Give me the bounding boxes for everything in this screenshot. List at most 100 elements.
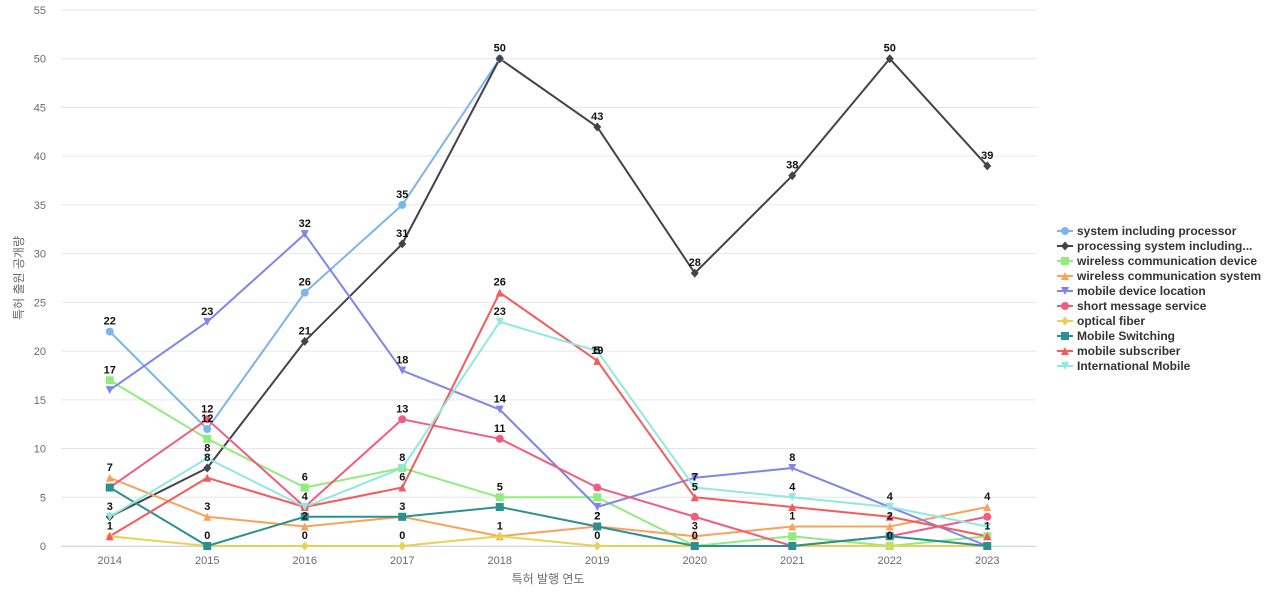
legend-item[interactable]: mobile device location bbox=[1057, 284, 1206, 298]
data-point[interactable] bbox=[690, 483, 699, 492]
data-point[interactable] bbox=[690, 532, 699, 541]
data-point[interactable] bbox=[495, 317, 504, 326]
data-label: 6 bbox=[302, 472, 308, 484]
data-point[interactable] bbox=[300, 522, 309, 531]
data-point[interactable] bbox=[885, 503, 894, 512]
data-point[interactable] bbox=[983, 512, 992, 521]
data-point[interactable] bbox=[593, 503, 602, 512]
data-point[interactable] bbox=[885, 512, 894, 521]
data-point[interactable] bbox=[300, 512, 309, 521]
y-axis-title: 특허 출원 공개량 bbox=[12, 236, 26, 320]
data-point[interactable] bbox=[788, 542, 797, 550]
data-point[interactable] bbox=[788, 464, 797, 473]
data-point[interactable] bbox=[203, 473, 212, 482]
data-point[interactable] bbox=[690, 512, 699, 521]
data-label: 23 bbox=[494, 306, 506, 318]
data-point[interactable] bbox=[593, 347, 602, 356]
data-point[interactable] bbox=[398, 464, 407, 473]
data-point[interactable] bbox=[105, 386, 114, 395]
data-point[interactable] bbox=[690, 493, 699, 502]
data-point[interactable] bbox=[983, 161, 992, 171]
data-point[interactable] bbox=[398, 541, 407, 551]
data-point[interactable] bbox=[398, 366, 407, 375]
legend-label: Mobile Switching bbox=[1077, 329, 1175, 343]
data-point[interactable] bbox=[593, 122, 602, 132]
data-point[interactable] bbox=[495, 434, 504, 443]
legend-item[interactable]: Mobile Switching bbox=[1057, 329, 1175, 343]
legend-item[interactable]: processing system including... bbox=[1057, 239, 1252, 253]
data-point[interactable] bbox=[690, 268, 699, 278]
x-tick-label: 2022 bbox=[878, 555, 902, 567]
legend-label: International Mobile bbox=[1077, 359, 1191, 373]
data-point[interactable] bbox=[495, 54, 504, 64]
data-point[interactable] bbox=[983, 522, 992, 531]
data-point[interactable] bbox=[593, 493, 602, 502]
data-point[interactable] bbox=[300, 288, 309, 297]
data-point[interactable] bbox=[300, 483, 309, 492]
data-point[interactable] bbox=[495, 288, 504, 297]
data-point[interactable] bbox=[885, 541, 894, 551]
data-point[interactable] bbox=[495, 493, 504, 502]
data-point[interactable] bbox=[788, 503, 797, 512]
data-point[interactable] bbox=[398, 415, 407, 424]
data-point[interactable] bbox=[788, 522, 797, 531]
data-point[interactable] bbox=[788, 171, 797, 181]
data-point[interactable] bbox=[203, 317, 212, 326]
data-point[interactable] bbox=[105, 483, 114, 492]
data-label: 43 bbox=[591, 111, 603, 123]
data-point[interactable] bbox=[593, 541, 602, 551]
data-point[interactable] bbox=[398, 239, 407, 249]
data-point[interactable] bbox=[203, 425, 212, 434]
data-point[interactable] bbox=[495, 503, 504, 512]
legend-item[interactable]: short message service bbox=[1057, 299, 1207, 313]
x-tick-label: 2016 bbox=[293, 555, 317, 567]
data-point[interactable] bbox=[203, 512, 212, 521]
y-tick-label: 5 bbox=[40, 492, 46, 504]
data-point[interactable] bbox=[105, 376, 114, 385]
data-point[interactable] bbox=[885, 54, 894, 64]
data-point[interactable] bbox=[788, 532, 797, 541]
legend-item[interactable]: wireless communication device bbox=[1057, 254, 1257, 268]
data-point[interactable] bbox=[690, 542, 699, 550]
data-point[interactable] bbox=[495, 531, 504, 541]
data-point[interactable] bbox=[398, 200, 407, 209]
data-point[interactable] bbox=[300, 336, 309, 346]
data-point[interactable] bbox=[203, 415, 212, 424]
data-point[interactable] bbox=[203, 463, 212, 473]
series-line bbox=[108, 57, 501, 431]
data-point[interactable] bbox=[593, 356, 602, 365]
data-point[interactable] bbox=[105, 512, 114, 521]
data-point[interactable] bbox=[983, 532, 992, 541]
legend-item[interactable]: optical fiber bbox=[1057, 314, 1145, 328]
data-point[interactable] bbox=[203, 542, 212, 550]
data-point[interactable] bbox=[105, 532, 114, 541]
data-point[interactable] bbox=[885, 522, 894, 531]
series-markers bbox=[105, 54, 992, 551]
data-point[interactable] bbox=[105, 473, 114, 482]
data-point[interactable] bbox=[593, 483, 602, 492]
legend-item[interactable]: mobile subscriber bbox=[1057, 344, 1181, 358]
data-point[interactable] bbox=[203, 454, 212, 463]
legend-item[interactable]: International Mobile bbox=[1057, 359, 1191, 373]
data-point[interactable] bbox=[300, 503, 309, 512]
data-point[interactable] bbox=[885, 532, 894, 541]
data-point[interactable] bbox=[495, 405, 504, 414]
data-point[interactable] bbox=[690, 473, 699, 482]
data-label: 26 bbox=[494, 277, 506, 289]
data-point[interactable] bbox=[300, 230, 309, 239]
data-point[interactable] bbox=[300, 541, 309, 551]
data-point[interactable] bbox=[203, 434, 212, 443]
data-point[interactable] bbox=[983, 503, 992, 512]
data-label: 8 bbox=[204, 452, 210, 464]
data-point[interactable] bbox=[398, 483, 407, 492]
legend-item[interactable]: system including processor bbox=[1057, 224, 1237, 238]
legend-item[interactable]: wireless communication system bbox=[1057, 269, 1261, 283]
data-point[interactable] bbox=[788, 493, 797, 502]
data-point[interactable] bbox=[593, 522, 602, 531]
data-point[interactable] bbox=[983, 542, 992, 550]
data-point[interactable] bbox=[398, 512, 407, 521]
data-label: 7 bbox=[692, 472, 698, 484]
data-point[interactable] bbox=[105, 327, 114, 336]
